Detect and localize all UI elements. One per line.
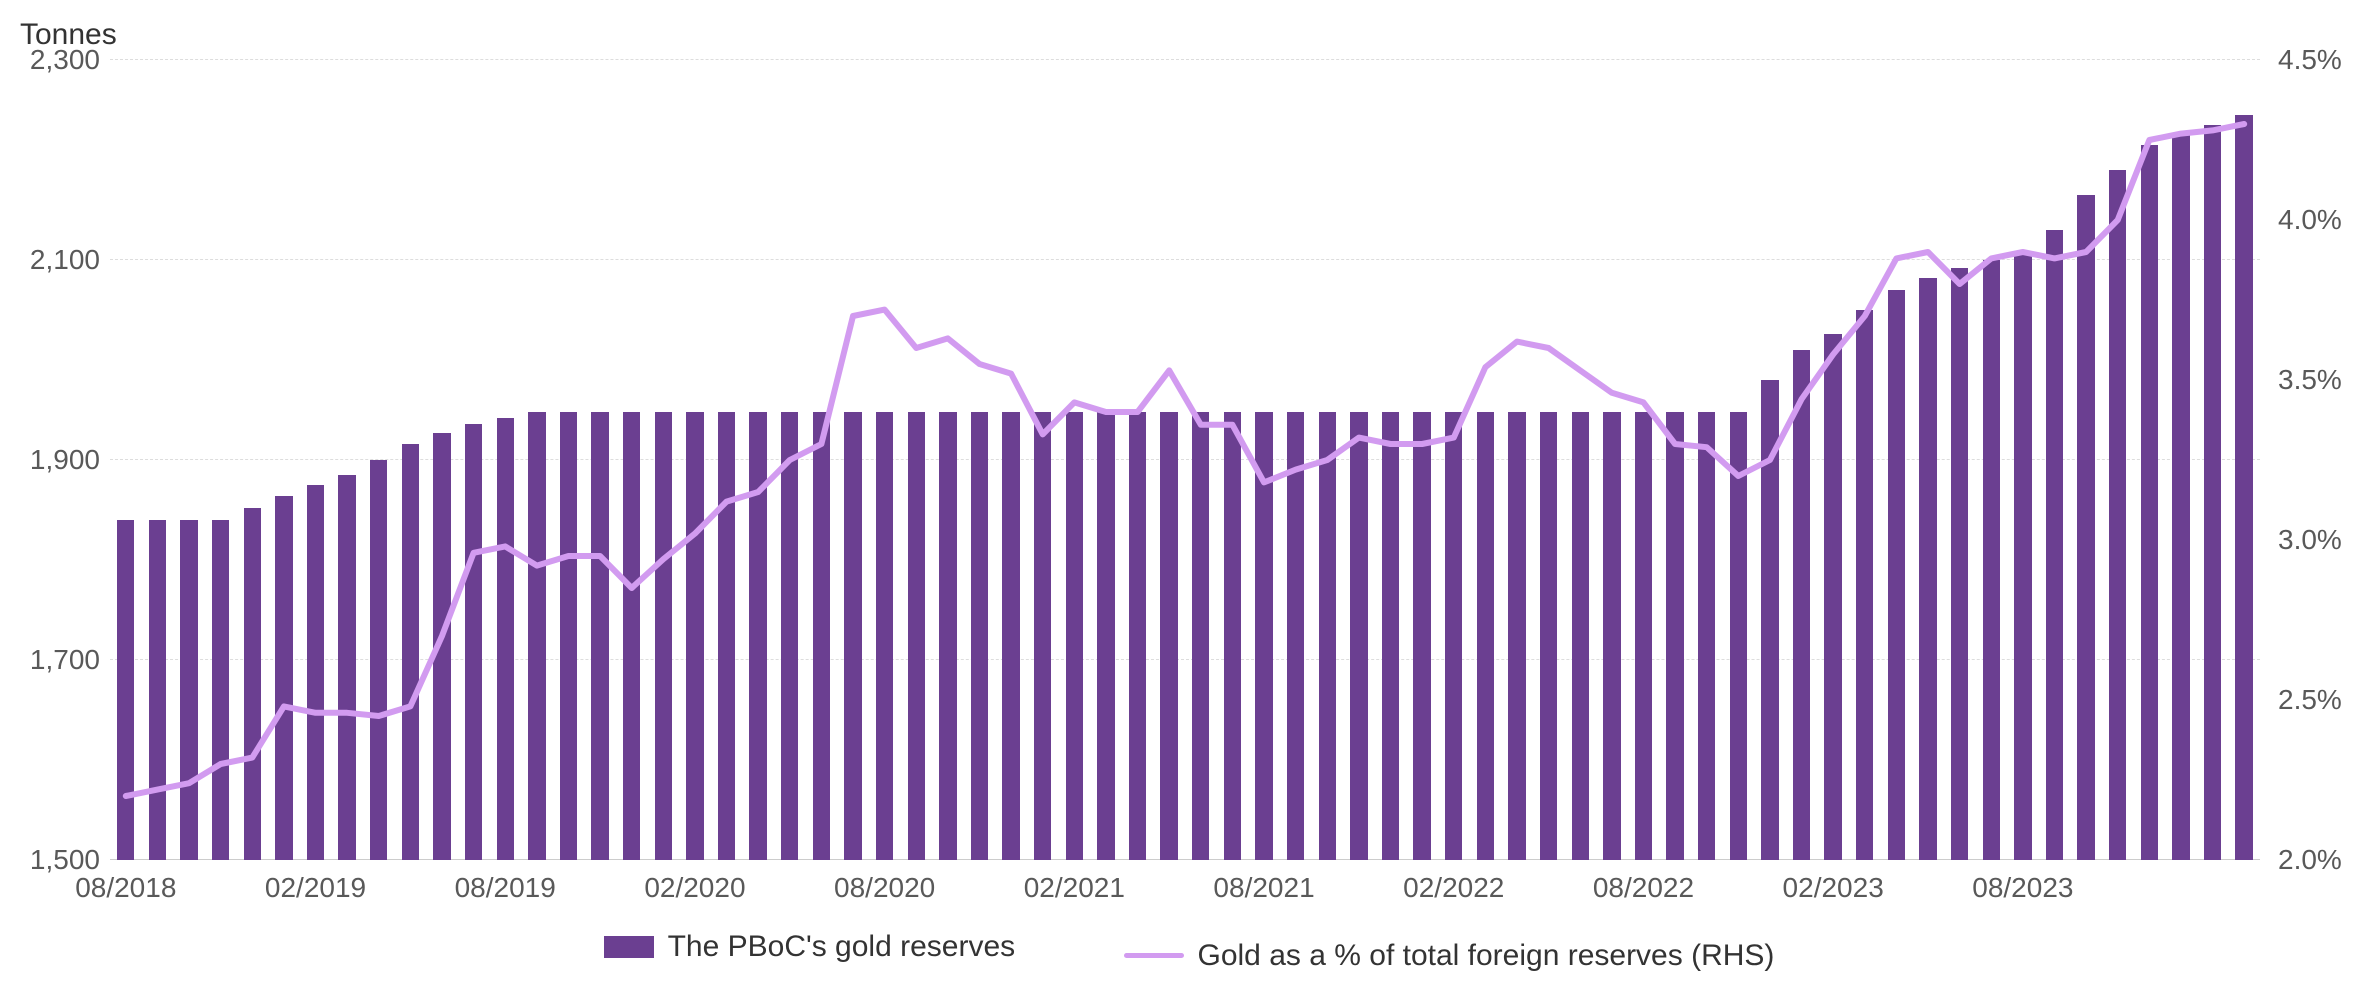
right-axis-tick-label: 4.0% <box>2278 204 2378 236</box>
legend: The PBoC's gold reserves Gold as a % of … <box>0 930 2378 973</box>
right-axis-tick-label: 2.0% <box>2278 844 2378 876</box>
right-axis-tick-label: 4.5% <box>2278 44 2378 76</box>
right-axis-tick-label: 3.5% <box>2278 364 2378 396</box>
left-axis-tick-label: 1,700 <box>10 644 100 676</box>
x-axis-tick-label: 08/2021 <box>1213 872 1314 904</box>
x-axis-tick-label: 08/2023 <box>1972 872 2073 904</box>
x-axis-tick-label: 02/2023 <box>1783 872 1884 904</box>
left-axis-tick-label: 1,900 <box>10 444 100 476</box>
x-axis-tick-label: 02/2022 <box>1403 872 1504 904</box>
right-axis-tick-label: 3.0% <box>2278 524 2378 556</box>
left-axis-tick-label: 2,100 <box>10 244 100 276</box>
legend-bar-label: The PBoC's gold reserves <box>668 930 1016 964</box>
right-axis-tick-label: 2.5% <box>2278 684 2378 716</box>
chart-container: Tonnes 1,5001,7001,9002,1002,300 2.0%2.5… <box>0 0 2378 1008</box>
legend-bar-swatch <box>604 936 654 958</box>
legend-line-label: Gold as a % of total foreign reserves (R… <box>1198 939 1775 973</box>
left-axis-tick-label: 2,300 <box>10 44 100 76</box>
x-axis-tick-label: 08/2018 <box>75 872 176 904</box>
legend-item-bar: The PBoC's gold reserves <box>604 930 1016 964</box>
plot-area <box>110 60 2260 860</box>
x-axis-tick-label: 02/2019 <box>265 872 366 904</box>
legend-item-line: Gold as a % of total foreign reserves (R… <box>1124 939 1775 973</box>
x-axis-tick-label: 08/2022 <box>1593 872 1694 904</box>
x-axis-tick-label: 08/2020 <box>834 872 935 904</box>
x-axis-tick-label: 02/2020 <box>644 872 745 904</box>
legend-line-swatch <box>1124 953 1184 958</box>
x-axis-tick-label: 02/2021 <box>1024 872 1125 904</box>
x-axis-tick-label: 08/2019 <box>455 872 556 904</box>
